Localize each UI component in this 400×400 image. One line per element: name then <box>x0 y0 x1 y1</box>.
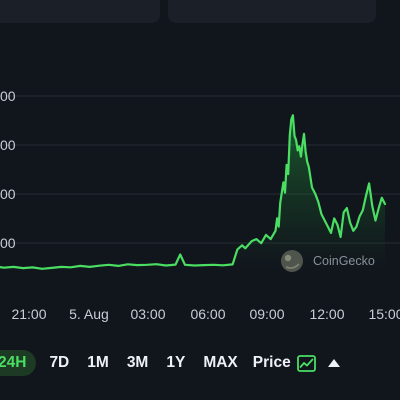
x-tick-label: 12:00 <box>309 306 344 322</box>
time-range-selector: 24H 7D 1M 3M 1Y MAX Price <box>0 349 340 377</box>
x-tick-label: 5. Aug <box>69 306 109 322</box>
price-area <box>0 115 385 292</box>
range-1m-button[interactable]: 1M <box>87 354 109 371</box>
y-tick-label: 00 <box>0 235 16 251</box>
y-tick-label: 00 <box>0 186 16 202</box>
range-1y-button[interactable]: 1Y <box>166 354 186 371</box>
x-tick-label: 03:00 <box>130 306 165 322</box>
caret-up-icon <box>327 359 340 367</box>
watermark-label: CoinGecko <box>313 254 375 268</box>
stat-card-right[interactable] <box>168 0 376 23</box>
range-24h-button[interactable]: 24H <box>0 350 37 376</box>
y-tick-label: 00 <box>0 88 16 104</box>
x-tick-label: 09:00 <box>249 306 284 322</box>
range-max-button[interactable]: MAX <box>203 354 238 371</box>
x-tick-label: 06:00 <box>190 306 225 322</box>
coingecko-logo-icon <box>281 250 303 272</box>
coingecko-watermark: CoinGecko <box>281 250 375 272</box>
x-axis-ticks: 21:00 5. Aug 03:00 06:00 09:00 12:00 15:00 <box>11 306 400 322</box>
metric-selector-button[interactable]: Price <box>253 354 340 372</box>
x-tick-label: 21:00 <box>11 306 46 322</box>
range-7d-button[interactable]: 7D <box>49 354 70 371</box>
x-tick-label: 15:00 <box>368 306 400 322</box>
price-line <box>0 114 387 270</box>
chart-gridlines <box>0 95 400 244</box>
range-3m-button[interactable]: 3M <box>126 354 149 371</box>
line-chart-icon <box>296 354 316 372</box>
y-axis-ticks: 00 00 00 00 <box>0 88 16 251</box>
stat-card-left[interactable] <box>0 0 160 23</box>
metric-label: Price <box>252 354 291 371</box>
y-tick-label: 00 <box>0 137 16 153</box>
